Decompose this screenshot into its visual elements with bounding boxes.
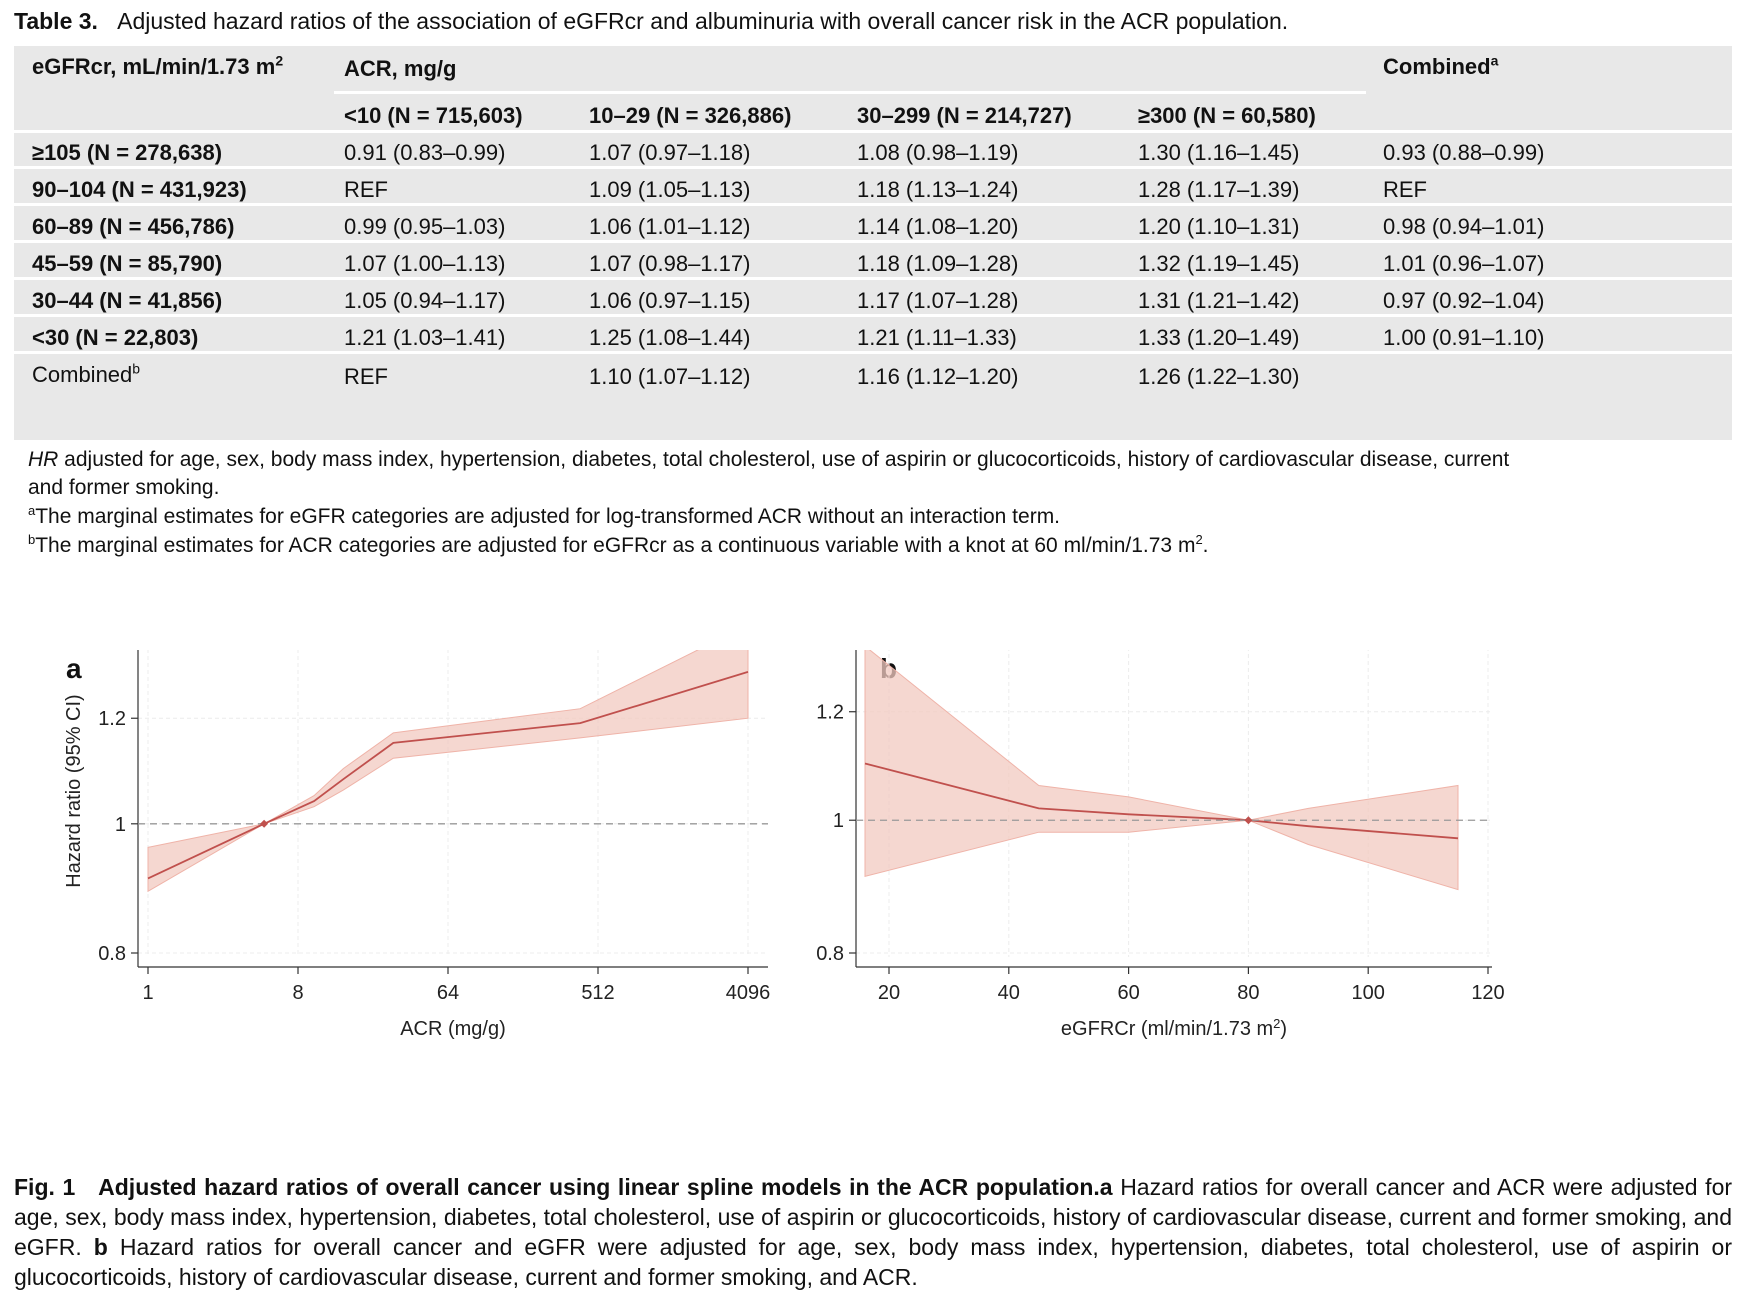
acr-header-underline bbox=[334, 91, 1366, 94]
table-cell: 0.91 (0.83–0.99) bbox=[344, 140, 506, 165]
x-tick-label: 20 bbox=[878, 982, 900, 1004]
table-cell: REF bbox=[344, 364, 388, 389]
row-label: Combinedb bbox=[32, 360, 141, 387]
table-cell: 1.08 (0.98–1.19) bbox=[857, 140, 1019, 165]
table-cell: 1.17 (1.07–1.28) bbox=[857, 288, 1019, 313]
column-header: <10 (N = 715,603) bbox=[344, 103, 523, 128]
table-cell: 0.93 (0.88–0.99) bbox=[1383, 140, 1545, 165]
table-cell: REF bbox=[344, 177, 388, 202]
table-cell: 1.30 (1.16–1.45) bbox=[1138, 140, 1300, 165]
ci-band bbox=[147, 650, 749, 893]
x-tick-label: 512 bbox=[581, 982, 614, 1004]
table-cell: 1.07 (1.00–1.13) bbox=[344, 251, 506, 276]
reference-point bbox=[260, 819, 269, 828]
figure-title: Adjusted hazard ratios of overall cancer… bbox=[98, 1174, 1100, 1200]
table-footnote-a: aThe marginal estimates for eGFR categor… bbox=[28, 503, 1061, 528]
acr-header: ACR, mg/g bbox=[344, 56, 457, 81]
reference-point bbox=[1244, 816, 1253, 825]
table-cell: 1.10 (1.07–1.12) bbox=[589, 364, 751, 389]
row-divider bbox=[14, 277, 1732, 280]
table-cell: 1.06 (1.01–1.12) bbox=[589, 214, 751, 239]
x-tick-label: 60 bbox=[1117, 982, 1139, 1004]
row-label: 45–59 (N = 85,790) bbox=[32, 251, 223, 276]
row-label: <30 (N = 22,803) bbox=[32, 325, 199, 350]
y-tick-label: 0.8 bbox=[98, 943, 126, 965]
y-tick-label: 1 bbox=[833, 810, 844, 832]
x-axis-label: eGFRCr (ml/min/1.73 m2) bbox=[1061, 1016, 1287, 1041]
table-cell: 1.07 (0.97–1.18) bbox=[589, 140, 751, 165]
x-tick-label: 100 bbox=[1352, 982, 1385, 1004]
table-cell: 1.20 (1.10–1.31) bbox=[1138, 214, 1300, 239]
y-axis-label: Hazard ratio (95% CI) bbox=[63, 694, 85, 887]
table-label: Table 3. bbox=[14, 8, 98, 34]
x-tick-label: 1 bbox=[142, 982, 153, 1004]
x-tick-label: 4096 bbox=[726, 982, 771, 1004]
table-cell: 1.26 (1.22–1.30) bbox=[1138, 364, 1300, 389]
egfr-header: eGFRcr, mL/min/1.73 m2 bbox=[32, 52, 284, 79]
panel-b: b 0.811.21.420406080100120eGFRCr (ml/min… bbox=[816, 650, 1505, 1040]
table-cell: 1.14 (1.08–1.20) bbox=[857, 214, 1019, 239]
table-note: HR adjusted for age, sex, body mass inde… bbox=[28, 448, 1510, 471]
row-divider bbox=[14, 130, 1732, 133]
table-cell: 1.00 (0.91–1.10) bbox=[1383, 325, 1545, 350]
table-cell: 1.31 (1.21–1.42) bbox=[1138, 288, 1300, 313]
y-tick-label: 1.2 bbox=[98, 708, 126, 730]
row-label: 90–104 (N = 431,923) bbox=[32, 177, 247, 202]
table-cell: 1.07 (0.98–1.17) bbox=[589, 251, 751, 276]
table-cell: 1.25 (1.08–1.44) bbox=[589, 325, 751, 350]
table-cell: 0.98 (0.94–1.01) bbox=[1383, 214, 1545, 239]
x-tick-label: 80 bbox=[1237, 982, 1259, 1004]
x-tick-label: 64 bbox=[437, 982, 459, 1004]
hazard-line bbox=[864, 762, 1459, 840]
results-table: eGFRcr, mL/min/1.73 m2 ACR, mg/g Combine… bbox=[14, 46, 1732, 440]
table-cell: 0.97 (0.92–1.04) bbox=[1383, 288, 1545, 313]
table-cell: 1.33 (1.20–1.49) bbox=[1138, 325, 1300, 350]
combined-header: Combineda bbox=[1383, 52, 1499, 79]
column-header: 10–29 (N = 326,886) bbox=[589, 103, 792, 128]
row-divider bbox=[14, 351, 1732, 354]
table-caption: Table 3. Adjusted hazard ratios of the a… bbox=[14, 8, 1288, 35]
row-divider bbox=[14, 166, 1732, 169]
figure-1: a 0.811.21.418645124096ACR (mg/g)Hazard … bbox=[63, 650, 1505, 1040]
x-tick-label: 120 bbox=[1471, 982, 1504, 1004]
table-cell: 1.16 (1.12–1.20) bbox=[857, 364, 1019, 389]
figure-label: Fig. 1 bbox=[14, 1174, 76, 1200]
panel-a-label: a bbox=[66, 653, 82, 684]
table-cell: 1.18 (1.09–1.28) bbox=[857, 251, 1019, 276]
table-title: Adjusted hazard ratios of the associatio… bbox=[117, 8, 1289, 34]
table-cell: 1.21 (1.03–1.41) bbox=[344, 325, 506, 350]
table-note: and former smoking. bbox=[28, 476, 220, 499]
table-cell: REF bbox=[1383, 177, 1427, 202]
row-divider bbox=[14, 203, 1732, 206]
row-divider bbox=[14, 314, 1732, 317]
row-label: ≥105 (N = 278,638) bbox=[32, 140, 223, 165]
y-tick-label: 1.2 bbox=[816, 702, 844, 724]
ci-band bbox=[864, 650, 1459, 891]
table-footnote-b: bThe marginal estimates for ACR categori… bbox=[28, 532, 1209, 557]
row-label: 60–89 (N = 456,786) bbox=[32, 214, 235, 239]
table-cell: 1.21 (1.11–1.33) bbox=[857, 325, 1017, 350]
column-header: ≥300 (N = 60,580) bbox=[1138, 103, 1316, 128]
table-cell: 1.28 (1.17–1.39) bbox=[1138, 177, 1300, 202]
x-tick-label: 40 bbox=[998, 982, 1020, 1004]
column-header: 30–299 (N = 214,727) bbox=[857, 103, 1072, 128]
y-tick-label: 1 bbox=[115, 814, 126, 836]
table-cell: 1.06 (0.97–1.15) bbox=[589, 288, 751, 313]
row-label: 30–44 (N = 41,856) bbox=[32, 288, 223, 313]
x-axis-label: ACR (mg/g) bbox=[400, 1018, 506, 1040]
table-cell: 1.09 (1.05–1.13) bbox=[589, 177, 751, 202]
table-cell: 0.99 (0.95–1.03) bbox=[344, 214, 506, 239]
row-divider bbox=[14, 240, 1732, 243]
x-tick-label: 8 bbox=[292, 982, 303, 1004]
y-tick-label: 0.8 bbox=[816, 943, 844, 965]
table-cell: 1.18 (1.13–1.24) bbox=[857, 177, 1019, 202]
panel-a: a 0.811.21.418645124096ACR (mg/g)Hazard … bbox=[63, 650, 770, 1040]
figure-caption: Fig. 1 Adjusted hazard ratios of overall… bbox=[14, 1174, 1733, 1290]
table-cell: 1.05 (0.94–1.17) bbox=[344, 288, 506, 313]
table-cell: 1.01 (0.96–1.07) bbox=[1383, 251, 1545, 276]
table-cell: 1.32 (1.19–1.45) bbox=[1138, 251, 1300, 276]
